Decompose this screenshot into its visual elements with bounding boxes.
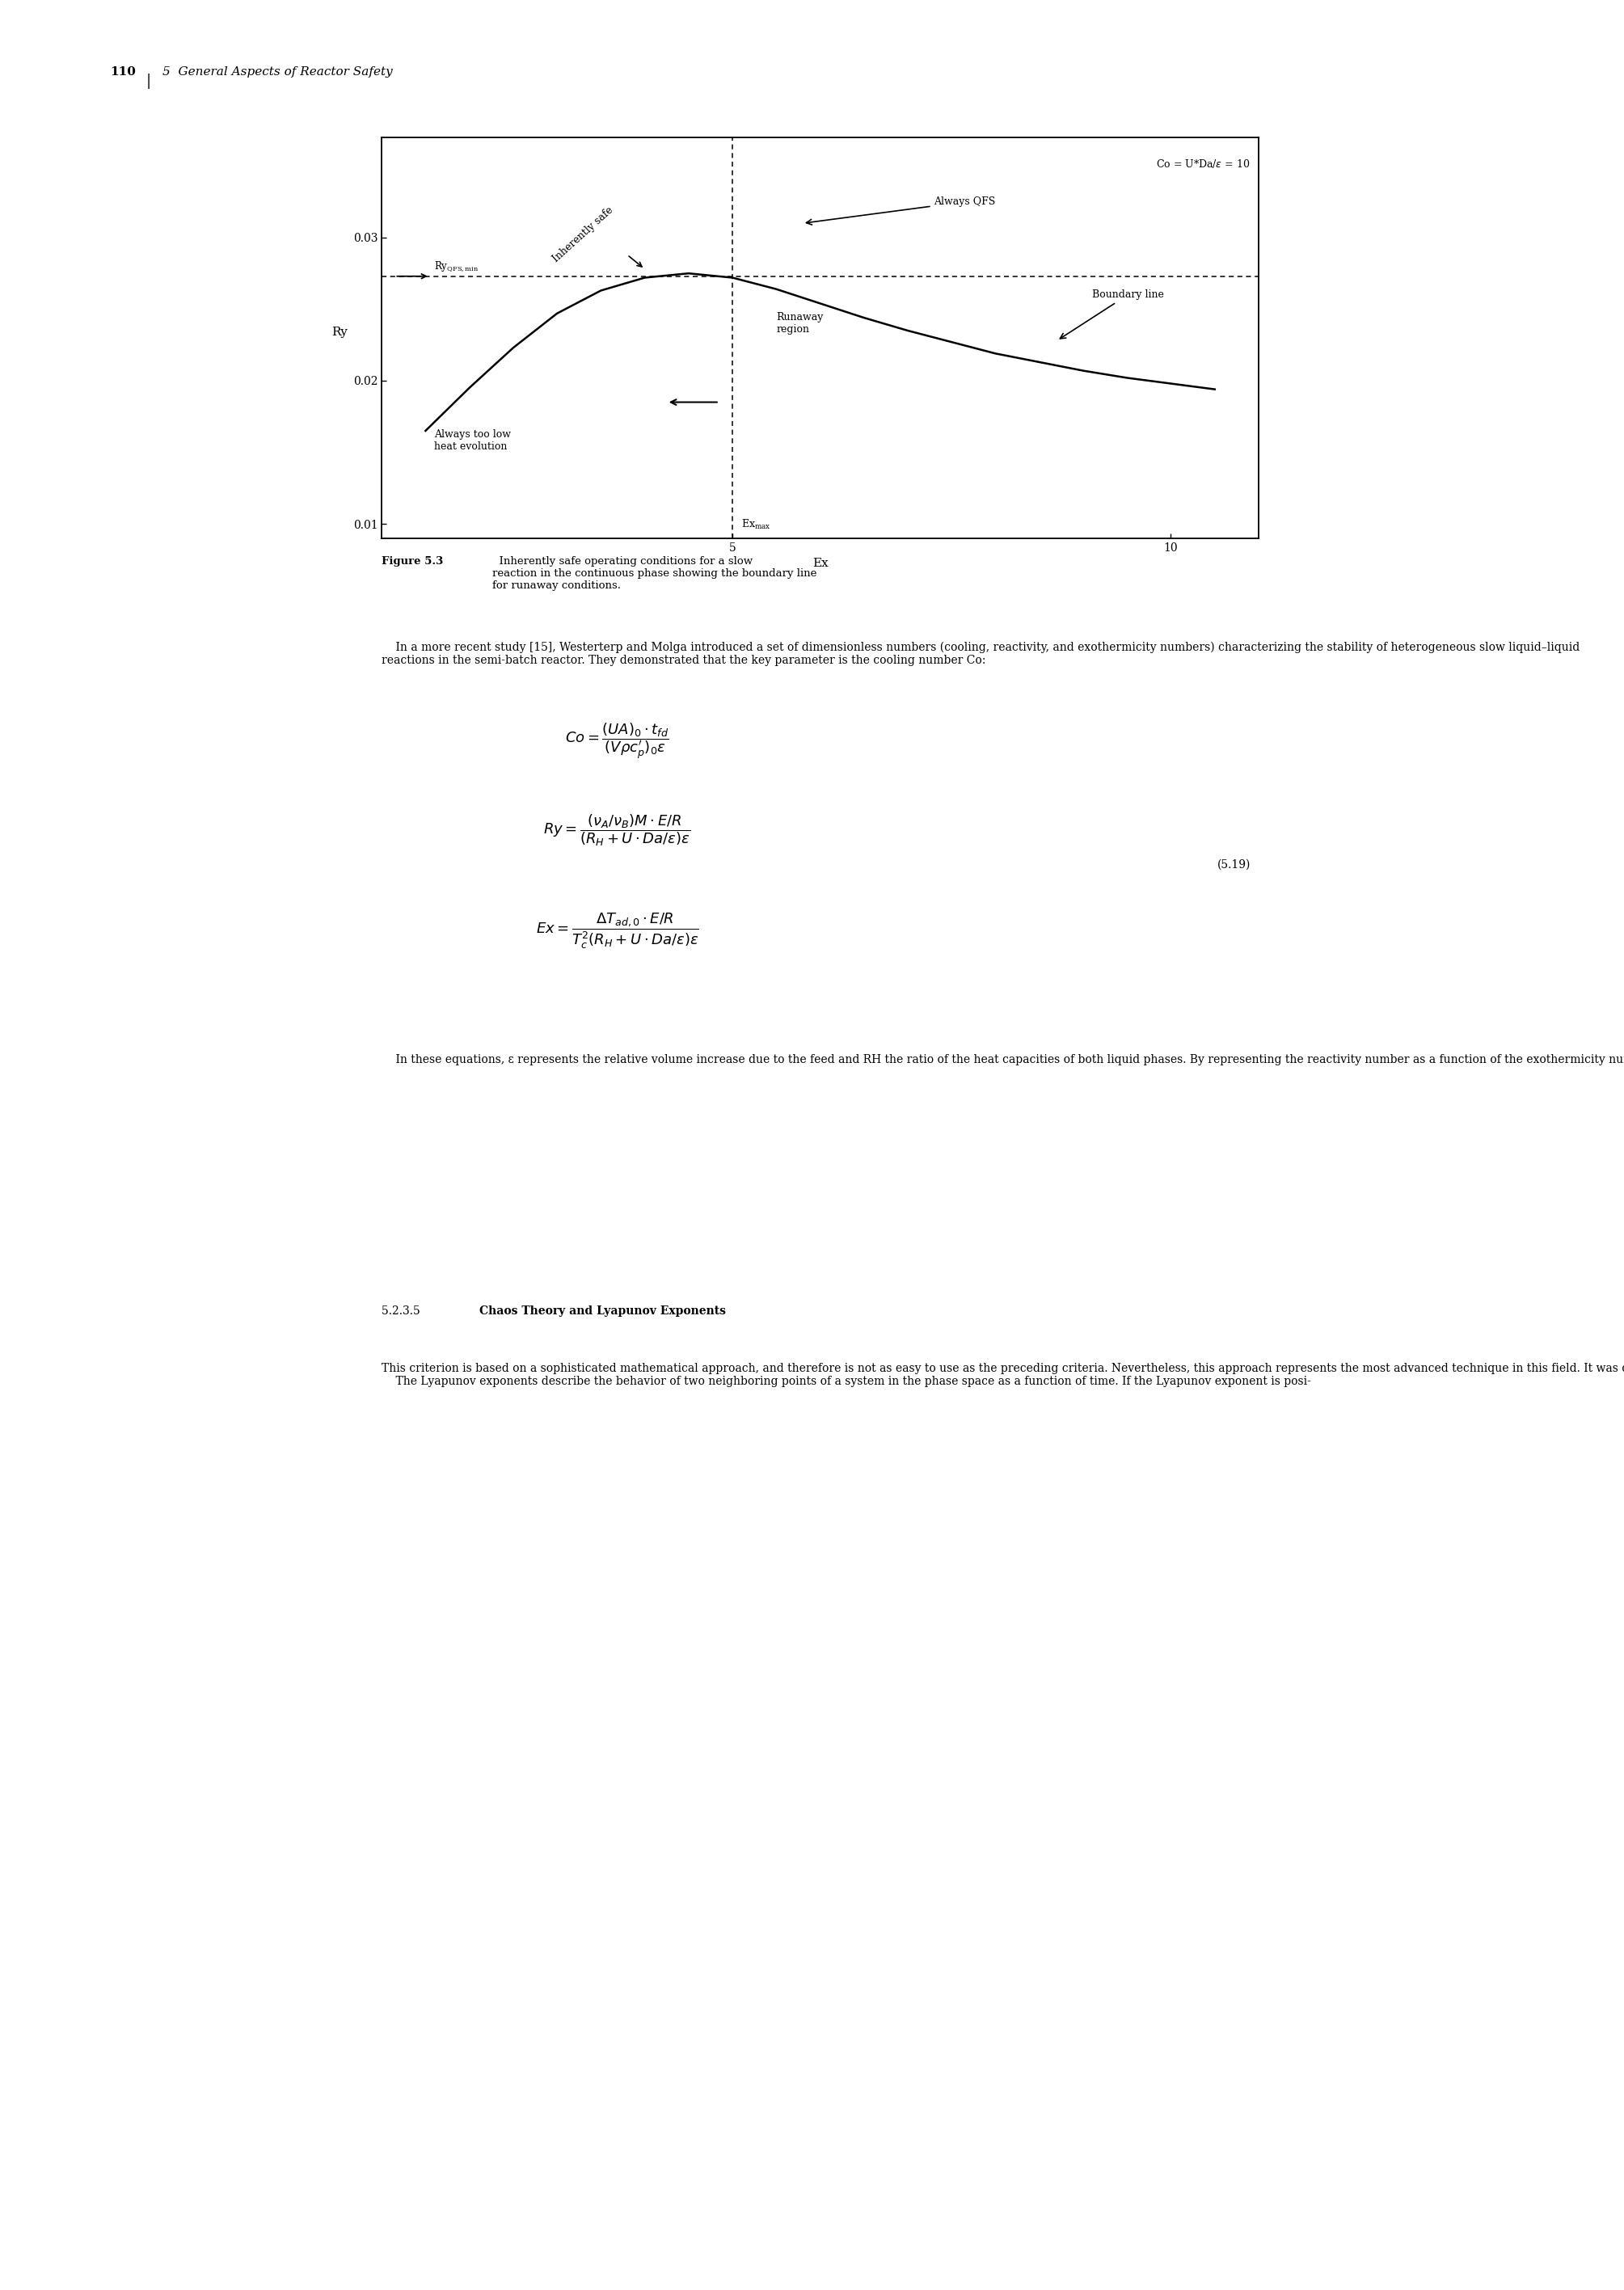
Text: In a more recent study [15], Westerterp and Molga introduced a set of dimensionl: In a more recent study [15], Westerterp …: [382, 641, 1580, 666]
Text: Always too low
heat evolution: Always too low heat evolution: [434, 431, 512, 451]
Text: 5  General Aspects of Reactor Safety: 5 General Aspects of Reactor Safety: [162, 66, 393, 78]
Text: Chaos Theory and Lyapunov Exponents: Chaos Theory and Lyapunov Exponents: [479, 1305, 726, 1317]
Text: 5.2.3.5: 5.2.3.5: [382, 1305, 434, 1317]
Text: (5.19): (5.19): [1216, 859, 1250, 870]
Text: $Ex = \dfrac{\Delta T_{ad,0} \cdot E/R}{T_c^2(R_H + U \cdot Da/\varepsilon)\vare: $Ex = \dfrac{\Delta T_{ad,0} \cdot E/R}{…: [536, 911, 698, 950]
X-axis label: Ex: Ex: [812, 559, 828, 570]
Text: In these equations, ε represents the relative volume increase due to the feed an: In these equations, ε represents the rel…: [382, 1053, 1624, 1065]
Text: Always QFS: Always QFS: [806, 197, 996, 224]
Text: Ex$_{\mathregular{max}}$: Ex$_{\mathregular{max}}$: [741, 518, 771, 531]
Text: 110: 110: [110, 66, 136, 78]
Text: $Co = \dfrac{(UA)_0 \cdot t_{fd}}{(V\rho c_p^\prime)_0 \varepsilon}$: $Co = \dfrac{(UA)_0 \cdot t_{fd}}{(V\rho…: [565, 721, 669, 760]
Text: This criterion is based on a sophisticated mathematical approach, and therefore : This criterion is based on a sophisticat…: [382, 1363, 1624, 1388]
Text: Inherently safe operating conditions for a slow
reaction in the continuous phase: Inherently safe operating conditions for…: [492, 556, 817, 591]
Text: |: |: [146, 73, 151, 89]
Text: Co = U*Da/$\varepsilon$ = 10: Co = U*Da/$\varepsilon$ = 10: [1156, 158, 1250, 169]
Text: Runaway
region: Runaway region: [776, 311, 823, 334]
Text: Boundary line: Boundary line: [1060, 289, 1164, 339]
Text: Inherently safe: Inherently safe: [551, 204, 615, 266]
Y-axis label: Ry: Ry: [331, 327, 348, 339]
Text: $Ry = \dfrac{(\nu_A/\nu_B)M \cdot E/R}{(R_H + U \cdot Da/\varepsilon)\varepsilon: $Ry = \dfrac{(\nu_A/\nu_B)M \cdot E/R}{(…: [544, 813, 690, 847]
Text: Figure 5.3: Figure 5.3: [382, 556, 443, 568]
Text: Ry$_{\mathregular{QFS,min}}$: Ry$_{\mathregular{QFS,min}}$: [434, 259, 479, 273]
